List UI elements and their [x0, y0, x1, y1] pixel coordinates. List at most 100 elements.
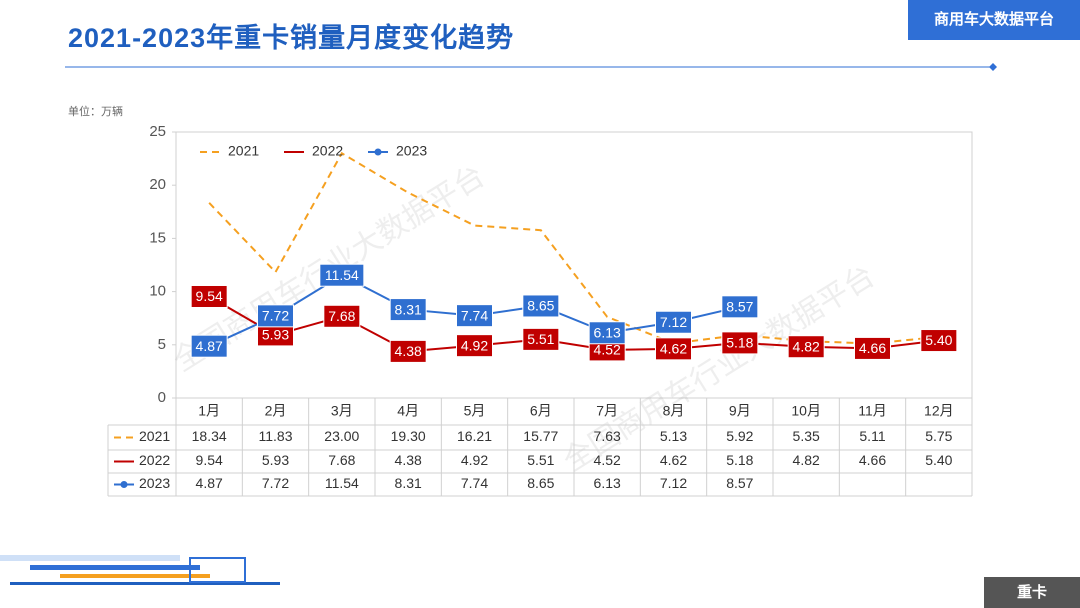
footer-tag: 重卡	[1017, 583, 1047, 601]
table-cell: 7.68	[328, 452, 355, 468]
truck-decoration	[0, 555, 280, 585]
table-cell: 5.51	[527, 452, 554, 468]
data-label-box	[721, 331, 759, 355]
table-cell: 18.34	[192, 428, 227, 444]
data-label: 5.40	[925, 332, 952, 348]
data-label-box	[190, 284, 228, 308]
data-label: 4.87	[196, 338, 223, 354]
table-cell: 5.18	[726, 452, 753, 468]
y-tick-label: 10	[149, 283, 166, 300]
data-label: 7.12	[660, 314, 687, 330]
table-cell: 7.72	[262, 475, 289, 491]
table-cell: 15.77	[523, 428, 558, 444]
data-label: 6.13	[594, 324, 621, 340]
data-label: 4.66	[859, 340, 886, 356]
data-label-box	[655, 337, 692, 361]
x-tick-label: 6月	[530, 403, 552, 419]
data-label-box	[920, 329, 958, 353]
table-cell: 5.11	[859, 428, 885, 444]
table-cell: 8.57	[726, 475, 753, 491]
data-label: 8.65	[527, 298, 554, 314]
table-cell: 5.13	[660, 428, 687, 444]
table-cell: 16.21	[457, 428, 492, 444]
table-cell: 5.35	[793, 428, 820, 444]
data-label-box	[456, 334, 493, 358]
data-label-box	[389, 339, 427, 363]
deco-bar	[0, 555, 180, 561]
data-label: 5.51	[527, 331, 554, 347]
y-tick-label: 15	[149, 229, 166, 246]
brand-box	[908, 0, 1080, 40]
data-label: 8.31	[395, 301, 422, 317]
table-cell: 4.92	[461, 452, 488, 468]
table-cell: 19.30	[391, 428, 426, 444]
data-label-box	[787, 335, 825, 359]
y-tick-label: 5	[158, 336, 166, 353]
data-label-box	[257, 304, 294, 328]
legend-label: 2021	[228, 143, 259, 159]
legend-marker	[374, 148, 382, 156]
data-label-box	[389, 298, 427, 322]
table-cell: 7.12	[660, 475, 687, 491]
data-label: 4.52	[594, 342, 621, 358]
table-cell: 23.00	[324, 428, 359, 444]
data-label-box	[323, 304, 361, 328]
watermark: 全国商用车行业大数据平台	[558, 259, 881, 478]
table-cell: 5.75	[925, 428, 952, 444]
table-cell: 8.65	[527, 475, 554, 491]
table-cell: 8.31	[395, 475, 422, 491]
data-label: 4.38	[395, 343, 422, 359]
table-row-label: 2022	[139, 452, 170, 468]
data-label: 5.18	[726, 335, 753, 351]
table-row-label: 2023	[139, 475, 170, 491]
data-label-box	[588, 321, 626, 345]
data-label-box	[456, 304, 493, 328]
x-tick-label: 1月	[198, 403, 220, 419]
data-label: 5.93	[262, 327, 289, 343]
x-tick-label: 2月	[265, 403, 287, 419]
table-cell: 6.13	[594, 475, 621, 491]
table-cell: 5.92	[726, 428, 753, 444]
y-tick-label: 25	[149, 123, 166, 140]
table-cell: 11.83	[259, 428, 293, 444]
unit-label: 单位：万辆	[68, 104, 123, 118]
table-cell: 4.66	[859, 452, 886, 468]
data-label: 4.92	[461, 337, 488, 353]
data-label: 9.54	[196, 288, 223, 304]
deco-truck	[189, 557, 246, 583]
x-tick-label: 12月	[924, 403, 954, 419]
data-label-box	[319, 263, 365, 287]
data-label-box	[190, 334, 228, 358]
legend-label: 2022	[312, 143, 343, 159]
table-cell: 4.62	[660, 452, 687, 468]
data-label-box	[522, 327, 560, 351]
table-cell: 5.93	[262, 452, 289, 468]
x-tick-label: 8月	[663, 403, 685, 419]
table-cell: 4.82	[793, 452, 820, 468]
table-cell: 4.38	[395, 452, 422, 468]
data-label: 7.74	[461, 307, 488, 323]
footer-box	[984, 577, 1080, 608]
brand: 商用车大数据平台	[934, 10, 1054, 28]
x-tick-label: 3月	[331, 403, 353, 419]
x-tick-label: 7月	[596, 403, 618, 419]
table-cell: 11.54	[325, 475, 359, 491]
data-label: 4.62	[660, 341, 687, 357]
x-tick-label: 10月	[791, 403, 821, 419]
rule-diamond	[989, 63, 997, 71]
x-tick-label: 5月	[464, 403, 486, 419]
table-row-label: 2021	[139, 428, 170, 444]
data-label-box	[854, 336, 891, 360]
y-tick-label: 20	[149, 176, 166, 193]
data-label: 11.54	[325, 267, 359, 283]
y-tick-label: 0	[158, 389, 166, 406]
table-cell: 5.40	[925, 452, 952, 468]
data-label: 4.82	[793, 338, 820, 354]
data-label: 7.68	[328, 308, 355, 324]
data-label-box	[655, 310, 692, 334]
table-cell: 9.54	[196, 452, 223, 468]
legend-marker	[120, 481, 128, 488]
table-cell: 4.87	[196, 475, 223, 491]
data-label: 8.57	[726, 299, 753, 315]
